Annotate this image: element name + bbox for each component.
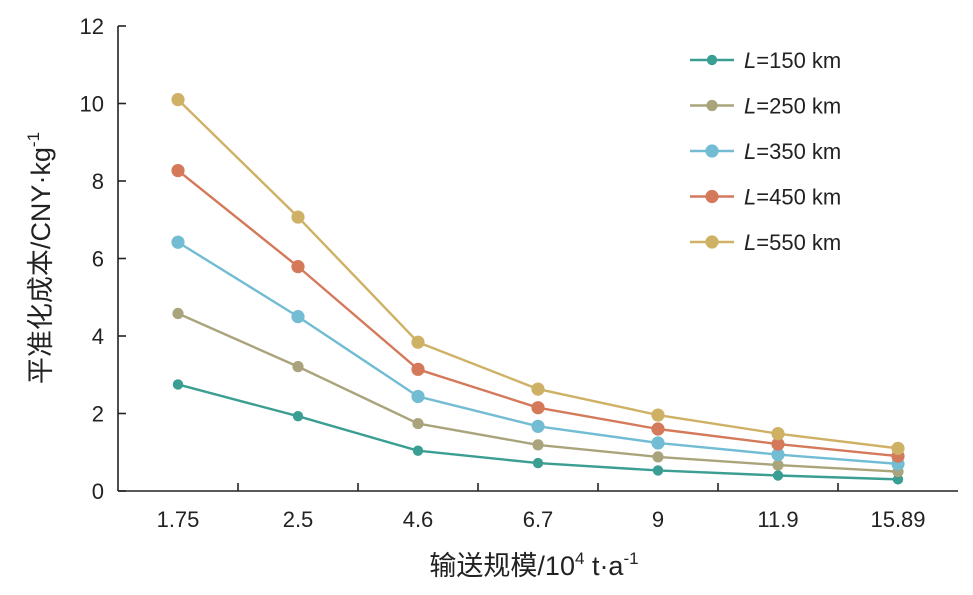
series-layer	[171, 93, 905, 485]
data-point	[411, 335, 425, 349]
x-axis-title: 输送规模/104 t·a-1	[429, 549, 638, 581]
legend-label-name: =150 km	[756, 48, 841, 73]
y-tick-label: 4	[92, 324, 104, 349]
legend-label-prefix: L	[744, 230, 756, 255]
legend-label: L=450 km	[744, 185, 841, 210]
data-point	[411, 362, 425, 376]
data-point	[652, 451, 664, 463]
legend-label: L=250 km	[744, 94, 841, 119]
data-point	[171, 235, 185, 249]
data-point	[891, 441, 905, 455]
x-tick-label: 2.5	[283, 507, 314, 532]
legend-label-name: =350 km	[756, 139, 841, 164]
legend-label-prefix: L	[744, 185, 756, 210]
data-point	[651, 422, 665, 436]
legend-item: L=350 km	[690, 139, 841, 164]
legend-label: L=350 km	[744, 139, 841, 164]
data-point	[411, 389, 425, 404]
legend-item: L=150 km	[690, 48, 841, 73]
data-point	[651, 408, 665, 422]
data-point	[772, 470, 784, 481]
x-axis-title-mid: t·a	[584, 551, 624, 581]
legend-item: L=450 km	[690, 185, 841, 210]
y-axis-title-sup: -1	[24, 132, 43, 147]
series-4	[171, 93, 905, 455]
legend-marker	[705, 189, 719, 204]
legend-label-name: =250 km	[756, 94, 841, 119]
data-point	[532, 457, 544, 469]
data-point	[292, 411, 304, 422]
y-tick-label: 8	[92, 169, 104, 194]
x-axis-ticks: 1.75 2.5 4.6 6.7 9 11.9 15.89	[157, 483, 926, 532]
legend-marker	[706, 54, 718, 66]
data-point	[171, 93, 185, 107]
x-axis-title-main: 输送规模/10	[429, 551, 575, 581]
data-point	[652, 465, 664, 476]
data-point	[291, 260, 305, 274]
legend-marker	[705, 235, 719, 249]
data-point	[172, 307, 184, 320]
data-point	[292, 361, 304, 373]
series-2	[171, 235, 905, 471]
y-tick-label: 12	[80, 14, 104, 39]
x-tick-label: 6.7	[523, 507, 554, 532]
legend-marker	[705, 144, 719, 158]
data-point	[172, 379, 184, 390]
y-axis-title-main: 平准化成本/CNY·kg	[26, 147, 56, 384]
legend-label-prefix: L	[744, 48, 756, 73]
x-axis-title-sup2: -1	[623, 549, 638, 568]
x-tick-label: 1.75	[157, 507, 200, 532]
x-tick-label: 11.9	[757, 507, 798, 532]
legend-label-prefix: L	[744, 139, 756, 164]
series-0	[172, 379, 904, 485]
legend-label-prefix: L	[744, 94, 756, 119]
data-point	[532, 439, 544, 451]
legend: L=150 kmL=250 kmL=350 kmL=450 kmL=550 km	[690, 48, 841, 255]
data-point	[771, 447, 785, 462]
legend-label-name: =450 km	[756, 185, 841, 210]
data-point	[412, 417, 424, 430]
legend-label-name: =550 km	[756, 230, 841, 255]
y-tick-label: 6	[92, 247, 104, 272]
data-point	[412, 445, 424, 456]
x-tick-label: 9	[652, 507, 664, 532]
y-tick-label: 10	[80, 92, 104, 117]
legend-label: L=550 km	[744, 230, 841, 255]
x-tick-label: 4.6	[403, 507, 434, 532]
data-point	[771, 437, 785, 451]
data-point	[771, 427, 785, 441]
series-1	[172, 307, 904, 478]
legend-label: L=150 km	[744, 48, 841, 73]
x-tick-label: 15.89	[870, 507, 925, 532]
data-point	[772, 459, 784, 471]
data-point	[171, 163, 185, 178]
y-axis-title: 平准化成本/CNY·kg-1	[24, 132, 56, 384]
y-tick-label: 2	[92, 402, 104, 427]
legend-item: L=250 km	[690, 94, 841, 119]
data-point	[651, 436, 665, 450]
x-axis-title-sup: 4	[575, 549, 584, 568]
y-axis-ticks: 0 2 4 6 8 10 12	[80, 14, 126, 504]
data-point	[531, 382, 545, 396]
legend-item: L=550 km	[690, 230, 841, 255]
data-point	[531, 401, 545, 415]
data-point	[892, 474, 904, 485]
data-point	[291, 310, 305, 324]
legend-marker	[706, 99, 718, 112]
y-tick-label: 0	[92, 479, 104, 504]
data-point	[531, 419, 545, 433]
data-point	[291, 210, 305, 224]
